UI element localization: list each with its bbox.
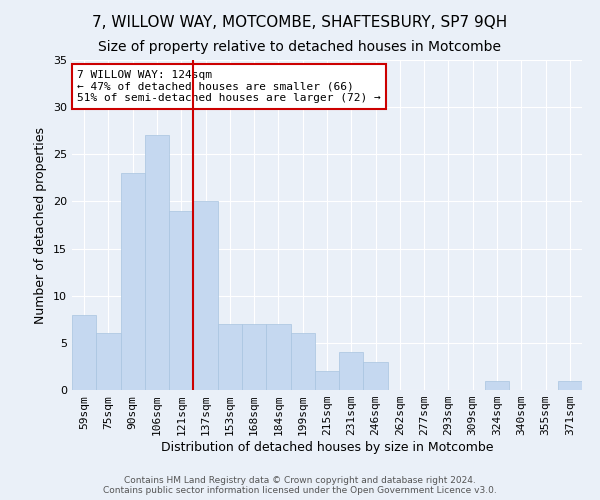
Bar bbox=[96, 334, 121, 390]
Bar bbox=[485, 380, 509, 390]
Bar bbox=[72, 314, 96, 390]
Text: Size of property relative to detached houses in Motcombe: Size of property relative to detached ho… bbox=[98, 40, 502, 54]
Bar bbox=[193, 202, 218, 390]
Bar bbox=[145, 136, 169, 390]
Bar bbox=[364, 362, 388, 390]
Bar bbox=[218, 324, 242, 390]
Bar bbox=[290, 334, 315, 390]
Bar bbox=[121, 173, 145, 390]
Y-axis label: Number of detached properties: Number of detached properties bbox=[34, 126, 47, 324]
Bar bbox=[315, 371, 339, 390]
Text: 7 WILLOW WAY: 124sqm
← 47% of detached houses are smaller (66)
51% of semi-detac: 7 WILLOW WAY: 124sqm ← 47% of detached h… bbox=[77, 70, 381, 103]
Bar bbox=[169, 211, 193, 390]
Text: Contains HM Land Registry data © Crown copyright and database right 2024.
Contai: Contains HM Land Registry data © Crown c… bbox=[103, 476, 497, 495]
Text: 7, WILLOW WAY, MOTCOMBE, SHAFTESBURY, SP7 9QH: 7, WILLOW WAY, MOTCOMBE, SHAFTESBURY, SP… bbox=[92, 15, 508, 30]
Bar bbox=[339, 352, 364, 390]
X-axis label: Distribution of detached houses by size in Motcombe: Distribution of detached houses by size … bbox=[161, 441, 493, 454]
Bar bbox=[558, 380, 582, 390]
Bar bbox=[266, 324, 290, 390]
Bar bbox=[242, 324, 266, 390]
